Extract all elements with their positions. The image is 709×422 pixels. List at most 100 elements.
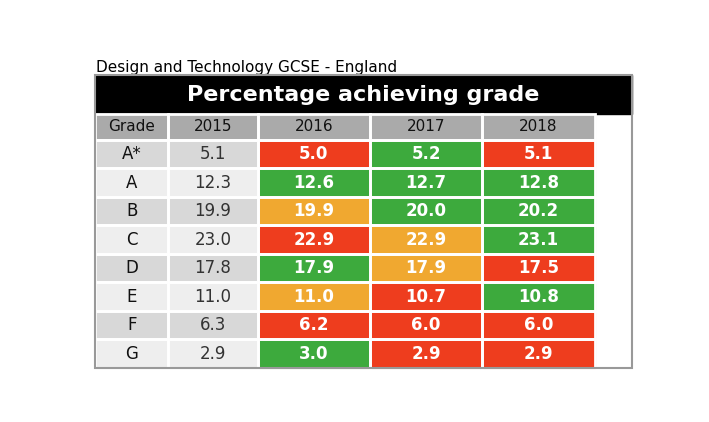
Text: 23.1: 23.1 [518,231,559,249]
Text: 17.9: 17.9 [294,259,335,277]
Bar [95,339,169,368]
Text: 6.2: 6.2 [299,316,328,334]
Bar [169,282,257,311]
Bar [257,282,370,311]
Bar [482,282,595,311]
Bar [95,225,169,254]
Bar [482,114,595,140]
Bar [482,197,595,225]
Text: C: C [126,231,138,249]
Text: F: F [127,316,136,334]
Bar [169,168,257,197]
Bar [257,339,370,368]
Bar [370,168,482,197]
Text: 5.2: 5.2 [411,145,441,163]
Bar [482,140,595,168]
Text: 2.9: 2.9 [524,345,553,362]
Bar [257,114,370,140]
Bar [370,339,482,368]
Bar [482,225,595,254]
Bar [370,254,482,282]
Bar [482,339,595,368]
Text: 11.0: 11.0 [294,288,334,306]
Bar [257,282,370,311]
Bar [257,311,370,339]
Text: 20.0: 20.0 [406,202,447,220]
Text: 12.6: 12.6 [294,174,334,192]
Bar [370,168,482,197]
Bar [169,254,257,282]
Bar [370,197,482,225]
Bar [257,311,370,339]
Bar [169,140,257,168]
Text: Grade: Grade [108,119,155,134]
Bar [257,197,370,225]
Bar [95,254,169,282]
Bar [370,114,482,140]
Bar [257,168,370,197]
Bar [95,311,169,339]
Bar [95,197,169,225]
Bar [169,225,257,254]
Text: D: D [125,259,138,277]
Bar [95,311,169,339]
Bar [370,339,482,368]
Bar [257,339,370,368]
Text: 17.5: 17.5 [518,259,559,277]
Bar [482,311,595,339]
Text: 2018: 2018 [519,119,558,134]
Bar [169,282,257,311]
Text: 6.3: 6.3 [200,316,226,334]
Bar [370,197,482,225]
Text: E: E [126,288,137,306]
Bar [169,311,257,339]
Bar [95,114,169,140]
Bar [257,140,370,168]
Bar [95,140,169,168]
Bar [370,254,482,282]
Text: 22.9: 22.9 [406,231,447,249]
Text: 3.0: 3.0 [299,345,328,362]
Text: 10.8: 10.8 [518,288,559,306]
Text: 19.9: 19.9 [294,202,335,220]
Text: 5.1: 5.1 [524,145,553,163]
Bar [169,254,257,282]
Bar [370,282,482,311]
Bar [482,311,595,339]
Bar [95,225,169,254]
Text: 2.9: 2.9 [411,345,441,362]
Text: 5.0: 5.0 [299,145,328,163]
Text: 11.0: 11.0 [194,288,232,306]
Bar [257,254,370,282]
Text: 6.0: 6.0 [524,316,553,334]
Bar [257,140,370,168]
Text: Percentage achieving grade: Percentage achieving grade [187,84,540,105]
Text: 2.9: 2.9 [200,345,226,362]
Bar [482,254,595,282]
Text: B: B [126,202,138,220]
Text: 2015: 2015 [194,119,233,134]
Bar [169,311,257,339]
Text: 20.2: 20.2 [518,202,559,220]
Bar [482,114,595,140]
Bar [95,75,632,114]
Bar [257,197,370,225]
Bar [482,197,595,225]
Bar [95,140,169,168]
Bar [482,225,595,254]
Bar [95,282,169,311]
Bar [370,225,482,254]
Text: 10.7: 10.7 [406,288,447,306]
Bar [370,140,482,168]
Bar [169,197,257,225]
Bar [257,225,370,254]
Bar [482,282,595,311]
Bar [169,339,257,368]
Text: 19.9: 19.9 [194,202,231,220]
Text: 23.0: 23.0 [194,231,232,249]
Bar [95,168,169,197]
Text: A: A [126,174,138,192]
Bar [95,168,169,197]
Bar [370,114,482,140]
Bar [169,339,257,368]
